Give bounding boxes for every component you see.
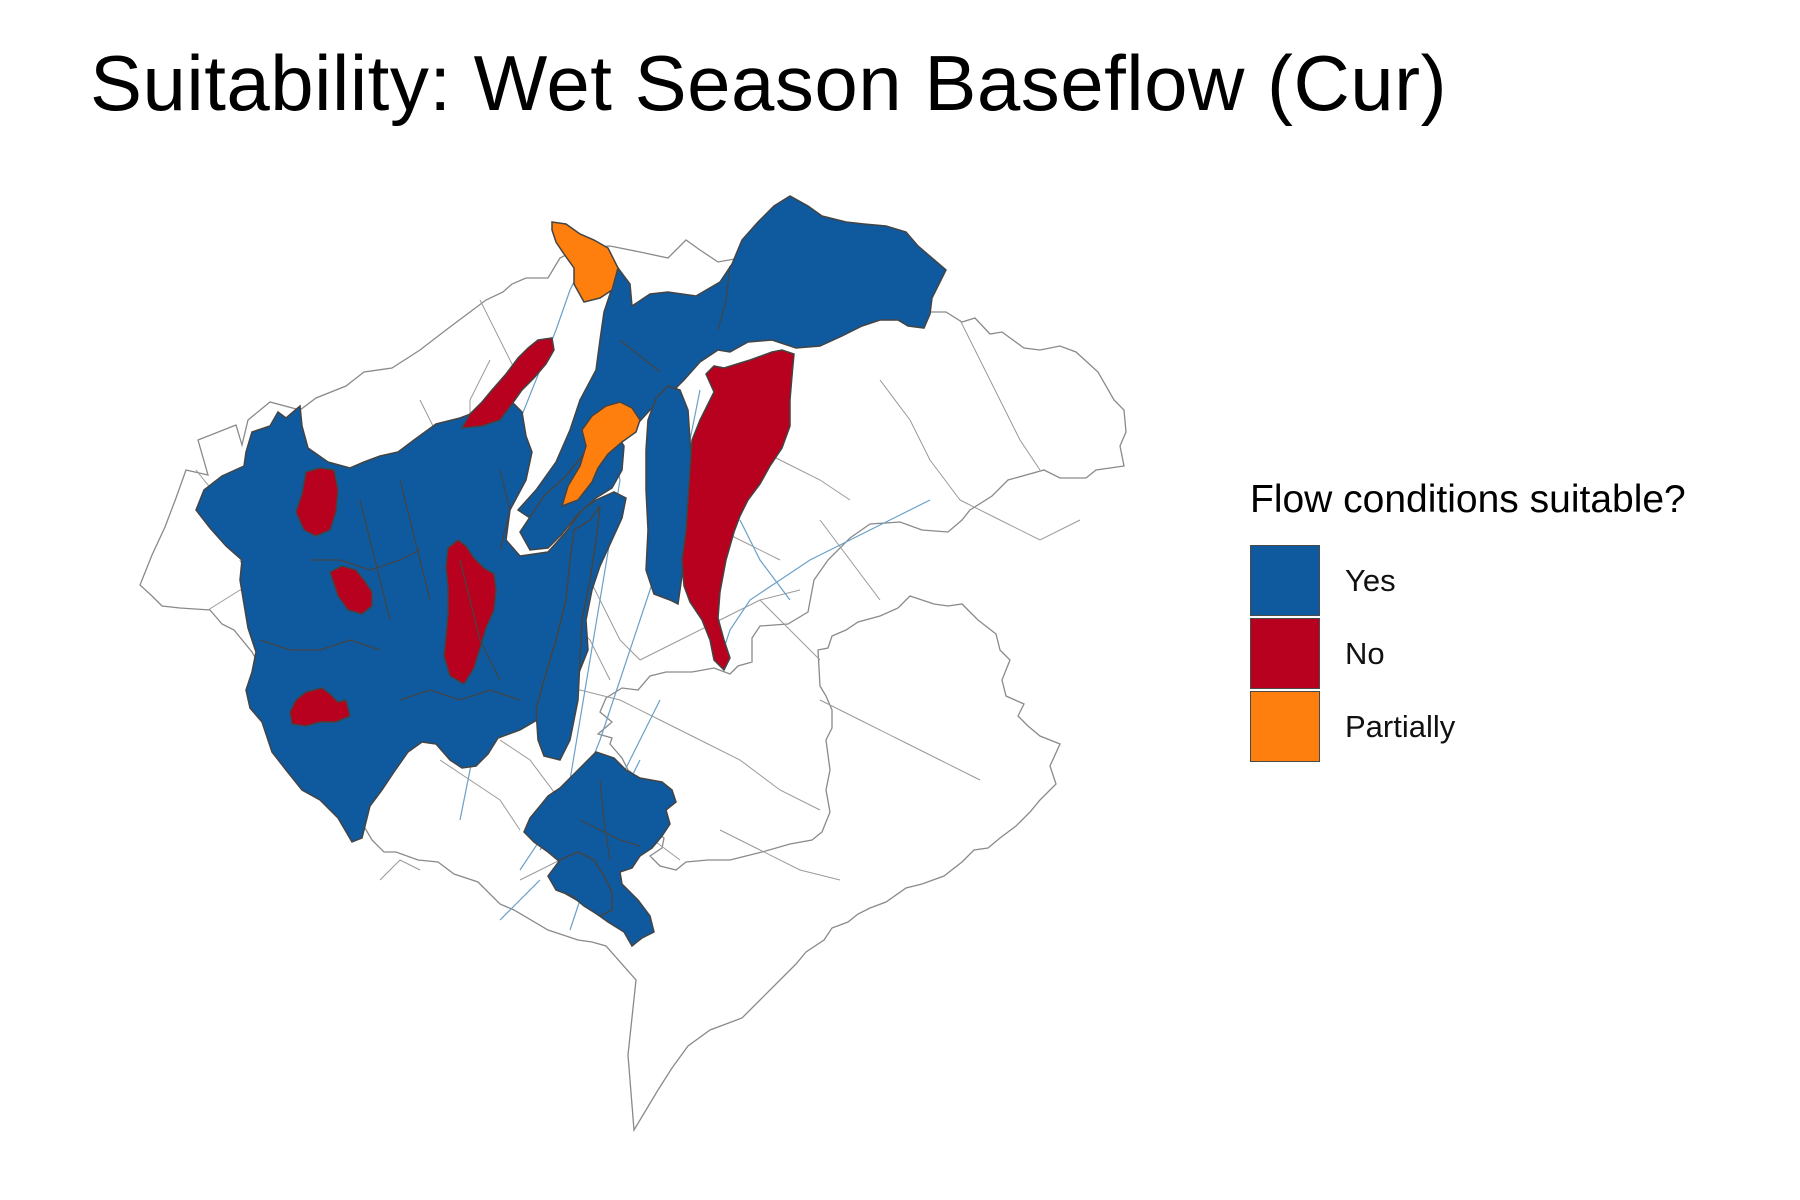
region-yes-southeast-2 — [547, 851, 613, 917]
legend-title: Flow conditions suitable? — [1250, 478, 1686, 521]
region-yes-center-long — [535, 505, 601, 761]
legend-label-no: No — [1345, 635, 1385, 671]
legend-label-yes: Yes — [1345, 562, 1396, 598]
region-yes-southeast — [523, 751, 677, 948]
legend-item-partially: Partially — [1250, 690, 1686, 763]
region-no-southwest — [289, 687, 351, 727]
legend-item-no: No — [1250, 617, 1686, 690]
legend: Flow conditions suitable? Yes No Partial… — [1250, 478, 1686, 763]
region-no-west-small — [329, 565, 373, 615]
region-no-north-sliver — [460, 337, 555, 429]
region-yes-right-tall — [645, 385, 693, 606]
colored-subbasin-lines — [259, 265, 731, 861]
legend-swatch-partially — [1250, 691, 1320, 762]
region-group-no — [289, 337, 795, 727]
legend-swatch-no — [1250, 618, 1320, 689]
region-yes-northeast — [516, 195, 947, 524]
legend-swatch-yes — [1250, 545, 1320, 616]
region-partially-center — [560, 401, 641, 508]
region-partially-north — [551, 221, 619, 303]
region-group-partially — [551, 221, 641, 508]
region-no-east-tall — [681, 349, 795, 672]
region-no-west — [295, 467, 339, 537]
region-group-yes — [195, 195, 947, 948]
map-title: Suitability: Wet Season Baseflow (Cur) — [90, 39, 1448, 127]
legend-item-yes: Yes — [1250, 544, 1686, 617]
region-no-mid — [443, 539, 497, 686]
legend-label-partially: Partially — [1345, 708, 1456, 744]
